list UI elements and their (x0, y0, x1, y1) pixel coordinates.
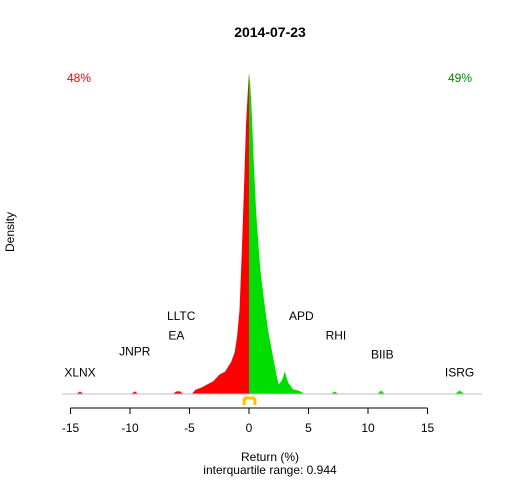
x-axis: -15 -10 -5 0 5 10 15 (62, 407, 435, 435)
ticker-label: JNPR (119, 345, 151, 359)
ticker-label: APD (289, 309, 314, 323)
iqr-marker (242, 396, 257, 405)
x-tick-label: -15 (62, 421, 80, 435)
chart-title: 2014-07-23 (234, 24, 306, 40)
ticker-label: XLNX (64, 365, 95, 379)
positive-density-area (249, 73, 465, 394)
ticker-label: EA (168, 328, 184, 342)
y-axis-label: Density (3, 212, 17, 252)
x-axis-label: Return (%) (241, 450, 299, 464)
density-areas (76, 73, 465, 394)
x-tick-label: 15 (421, 421, 435, 435)
negative-share-label: 48% (67, 71, 91, 85)
ticker-label: ISRG (445, 365, 474, 379)
x-tick-label: 10 (361, 421, 375, 435)
ticker-label: RHI (326, 328, 347, 342)
negative-density-area (76, 73, 250, 394)
positive-share-label: 49% (448, 71, 472, 85)
x-tick-label: 0 (246, 421, 253, 435)
ticker-label: BIIB (371, 348, 394, 362)
iqr-subtitle: interquartile range: 0.944 (203, 463, 337, 477)
x-tick-label: -5 (184, 421, 195, 435)
x-tick-label: -10 (121, 421, 139, 435)
ticker-annotations: XLNX JNPR LLTC EA APD RHI BIIB ISRG (64, 309, 474, 379)
x-tick-label: 5 (305, 421, 312, 435)
ticker-label: LLTC (167, 309, 196, 323)
